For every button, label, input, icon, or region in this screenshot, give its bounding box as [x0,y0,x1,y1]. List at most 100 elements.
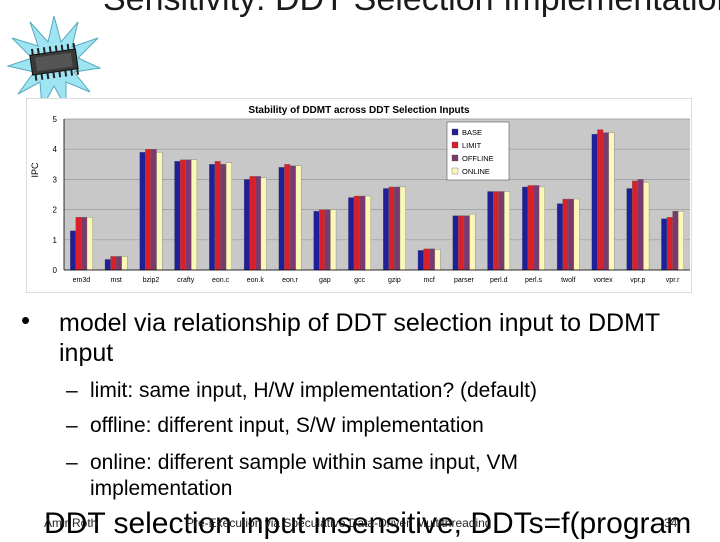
x-tick-label: twolf [561,277,575,284]
footer-author: Amir Roth [44,516,98,530]
y-tick-label: 0 [53,266,58,275]
bar-base-parser [452,215,459,271]
bar-online-eon-k [260,177,267,271]
bar-base-eon-k [243,179,250,271]
bar-online-eon-c [225,162,232,271]
bar-limit-gzip [388,186,395,271]
bar-offline-gcc [359,195,366,271]
x-tick-label: mst [111,277,122,284]
y-tick-label: 3 [53,175,58,184]
x-tick-label: parser [454,277,475,284]
subbullet-text: offline: different input, S/W implementa… [90,414,484,437]
bar-offline-eon-r [289,165,296,271]
bullet-text: model via relationship of DDT selection … [59,309,660,367]
y-tick-label: 5 [53,115,58,124]
bar-online-vpr-r [678,210,684,271]
bar-offline-crafty [185,159,192,271]
bar-base-gap [313,210,320,271]
x-tick-label: eon.r [282,277,299,284]
bar-base-vpr-r [661,218,668,271]
bar-limit-vpr-p [632,180,638,271]
bar-online-em3d [86,217,93,271]
x-tick-label: crafty [177,277,195,284]
bar-base-mcf [417,250,424,271]
x-tick-label: eon.k [247,277,265,284]
bar-online-crafty [191,159,198,271]
bar-base-perl-s [522,186,529,271]
bar-online-perl-d [504,191,511,271]
bar-limit-eon-r [284,164,291,271]
bar-base-vpr-p [626,188,633,271]
bar-base-eon-c [209,164,216,271]
y-tick-label: 4 [53,145,58,154]
subbullet-text: limit: same input, H/W implementation? (… [90,379,537,402]
subbullet-dash: – [66,379,78,402]
bar-offline-mcf [429,248,435,271]
bar-limit-gap [319,209,325,271]
bar-base-twolf [556,203,563,271]
slide-title: Sensitivity: DDT Selection Implementatio… [103,0,720,20]
y-tick-label: 2 [53,206,58,215]
x-tick-label: gzip [388,277,401,284]
bar-online-perl-s [538,186,545,271]
bar-offline-vortex [602,132,609,271]
legend-label-online: ONLINE [462,167,490,176]
bar-online-vortex [608,132,615,271]
bar-offline-parser [463,215,470,271]
bar-limit-crafty [179,159,186,271]
footer-talk-title: Pre-Execution via Speculative Data-Drive… [186,516,492,530]
bar-limit-vpr-r [666,217,673,271]
microchip-starburst-icon [6,15,102,110]
bar-offline-gap [324,209,331,271]
bar-online-vpr-p [643,182,650,271]
bar-limit-mcf [423,248,430,271]
bar-limit-perl-s [527,185,534,271]
bar-limit-vortex [597,129,604,271]
bar-limit-eon-k [249,176,256,271]
bar-offline-gzip [394,186,401,271]
x-tick-label: gap [319,277,331,284]
bar-base-gzip [383,188,389,271]
subbullet-offline: – offline: different input, S/W implemen… [66,413,626,439]
footer-page-number: 34 [664,516,678,530]
bar-offline-vpr-r [672,210,679,271]
bar-limit-perl-d [492,191,499,271]
bar-limit-gcc [353,195,360,271]
bar-online-gcc [365,195,371,271]
bar-base-gcc [348,197,355,271]
bar-limit-bzip2 [145,149,152,271]
legend-label-base: BASE [462,128,482,137]
bar-offline-vpr-p [637,179,644,271]
subbullet-limit: – limit: same input, H/W implementation?… [66,378,626,404]
bar-online-bzip2 [156,152,163,271]
subbullet-text: online: different sample within same inp… [90,451,518,500]
bar-online-mcf [434,249,441,271]
bullet-dot-icon: • [21,305,31,335]
bar-base-vortex [591,133,598,271]
bar-limit-mst [110,256,117,271]
bar-base-eon-r [278,167,285,271]
bar-offline-perl-s [533,185,540,271]
legend-swatch-limit [451,141,459,149]
bar-offline-eon-k [255,176,262,271]
legend-swatch-base [451,128,459,136]
legend-swatch-online [451,167,459,175]
bar-base-bzip2 [139,152,146,271]
ipc-bar-chart: Stability of DDMT across DDT Selection I… [26,98,692,293]
subbullet-dash: – [66,414,78,437]
bar-offline-mst [116,256,122,271]
overflow-bullet-text: DDT selection input insensitive, DDTs=f(… [44,507,692,540]
bar-offline-perl-d [498,191,505,271]
chart-title: Stability of DDMT across DDT Selection I… [248,105,470,116]
bar-base-em3d [70,230,76,271]
bar-online-twolf [573,198,580,271]
x-tick-label: vpr.r [666,277,680,284]
chart-legend: BASE LIMIT OFFLINE ONLINE [446,121,510,181]
x-tick-label: gcc [354,277,365,284]
x-tick-label: bzip2 [143,277,160,284]
bar-base-perl-d [487,191,494,271]
bar-limit-eon-c [214,161,221,271]
bar-limit-em3d [75,217,82,271]
x-tick-label: vpr.p [630,277,645,284]
bar-online-gap [330,209,337,271]
